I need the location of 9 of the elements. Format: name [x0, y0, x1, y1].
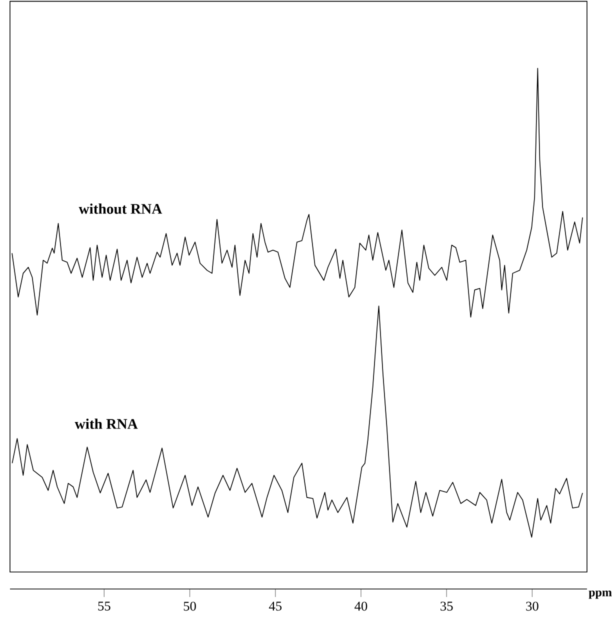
x-tick-label: 55 — [98, 602, 110, 611]
series-label: with RNA — [74, 418, 138, 429]
x-tick-label: 30 — [526, 602, 538, 611]
x-tick-label: 45 — [268, 602, 282, 611]
x-axis-title: ppm — [588, 590, 612, 599]
series-label: without RNA — [78, 204, 162, 214]
x-tick-label: 35 — [440, 602, 453, 611]
x-tick-label: 40 — [354, 602, 368, 611]
x-tick-label: 50 — [184, 602, 196, 611]
